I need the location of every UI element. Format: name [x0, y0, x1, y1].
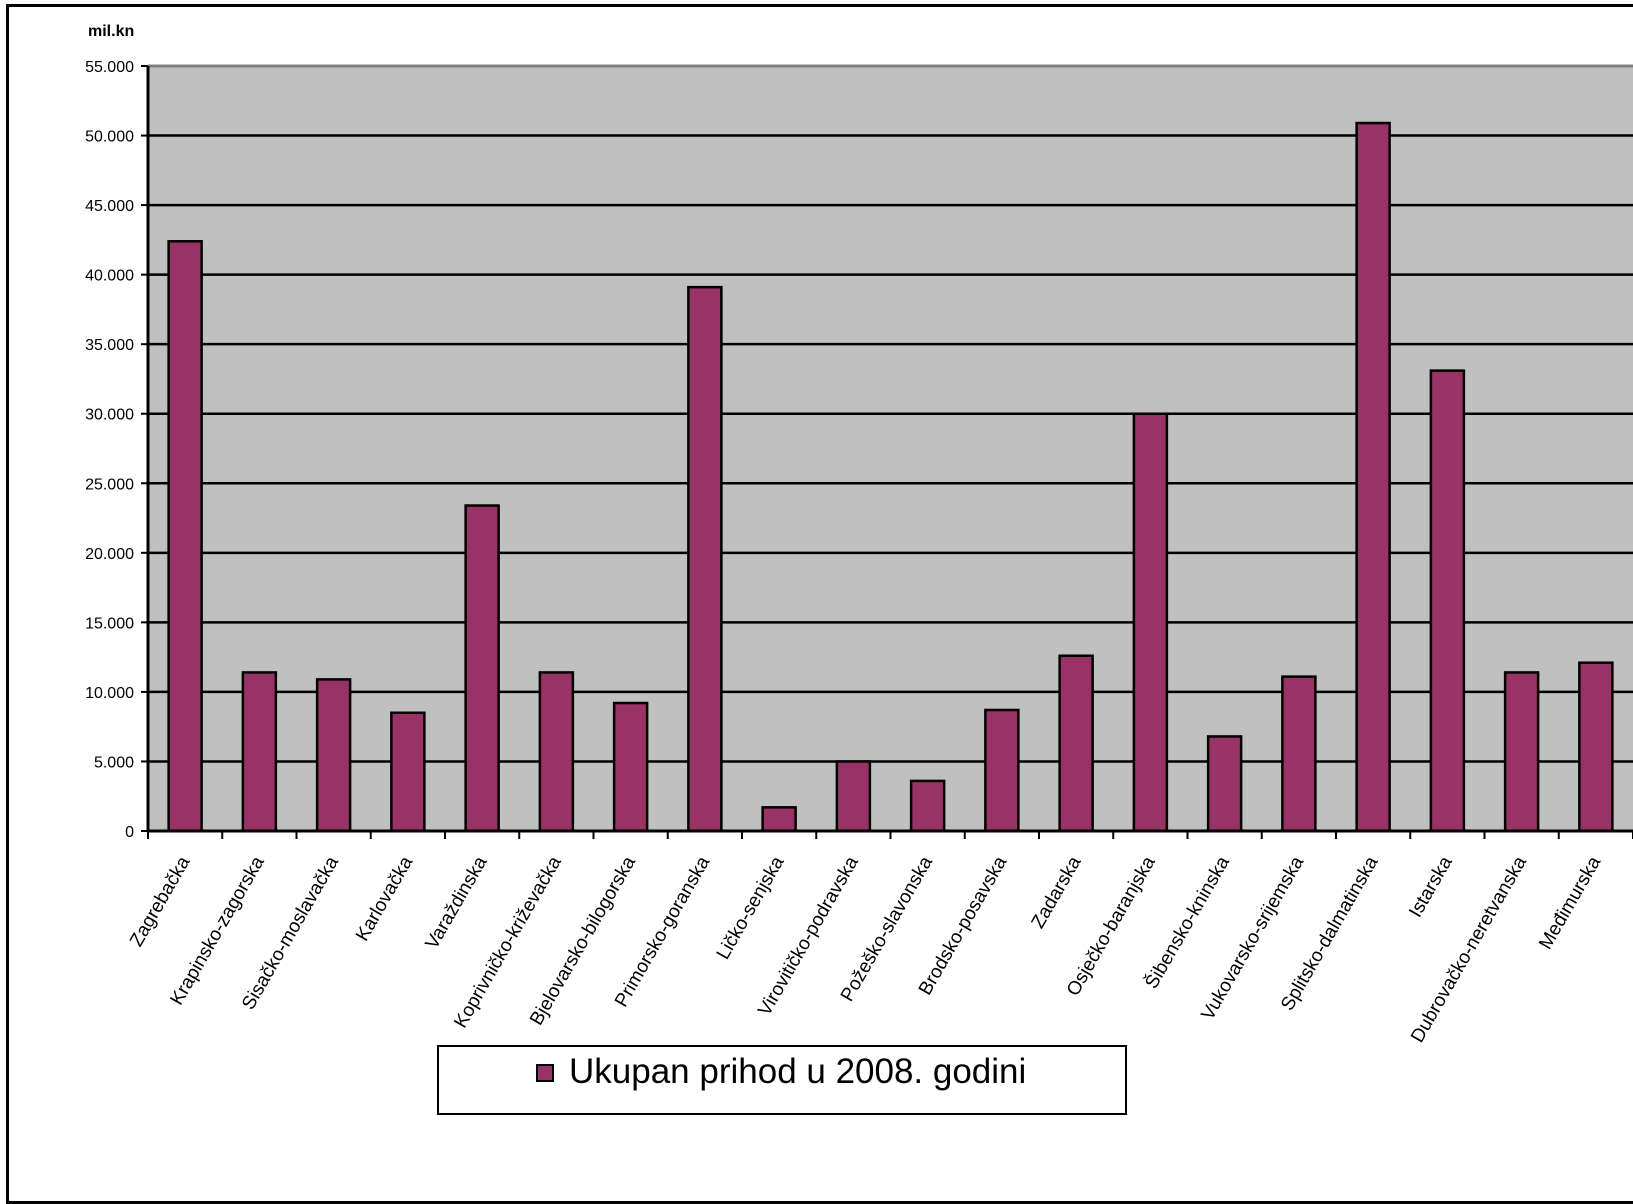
x-tick-label: Šibensko-kninska — [1140, 852, 1234, 992]
bar — [835, 760, 872, 833]
x-tick-label: Zadarska — [1028, 853, 1086, 932]
bar — [1132, 412, 1169, 833]
y-tick-label: 25.000 — [85, 476, 134, 493]
y-unit-label: mil.kn — [88, 23, 134, 40]
y-tick-label: 0 — [125, 824, 134, 841]
bar — [315, 678, 352, 833]
bar — [241, 671, 278, 833]
x-tick-label: Ličko-senjska — [713, 853, 789, 964]
plot-area — [148, 66, 1633, 831]
y-tick-label: 10.000 — [85, 685, 134, 702]
bar — [612, 701, 649, 833]
bar — [984, 708, 1020, 833]
bar — [1503, 671, 1540, 833]
x-tick-label: Zagrebačka — [126, 853, 195, 951]
y-tick-label: 35.000 — [85, 337, 134, 354]
y-tick-label: 30.000 — [85, 407, 134, 424]
bar — [1578, 661, 1614, 833]
bar — [1058, 654, 1094, 833]
legend: Ukupan prihod u 2008. godini — [437, 1045, 1127, 1115]
bar — [1355, 121, 1391, 833]
x-tick-label: Međimurska — [1535, 853, 1605, 953]
chart-canvas: mil.kn 0 5.000 10.000 15.000 20.000 25.000 30.… — [85, 23, 1633, 1046]
bar — [390, 711, 426, 833]
bar — [687, 285, 723, 833]
y-tick-label: 5.000 — [94, 754, 134, 771]
bar — [1429, 369, 1466, 833]
y-tick-label: 45.000 — [85, 198, 134, 215]
x-tick-label: Karlovačka — [352, 853, 417, 945]
bar — [167, 240, 203, 833]
legend-label: Ukupan prihod u 2008. godini — [569, 1052, 1027, 1091]
bar — [761, 806, 797, 833]
bar — [1206, 735, 1243, 833]
bar — [464, 504, 500, 833]
x-tick-label: Istarska — [1405, 853, 1457, 921]
bar — [909, 779, 946, 833]
bar — [1281, 675, 1317, 833]
y-tick-label: 20.000 — [85, 546, 134, 563]
x-tick-label: Varaždinska — [422, 853, 492, 953]
y-tick-label: 40.000 — [85, 268, 134, 285]
bar — [538, 671, 575, 833]
y-tick-label: 50.000 — [85, 129, 134, 146]
legend-swatch — [536, 1064, 554, 1082]
y-tick-label: 55.000 — [85, 59, 134, 76]
y-tick-label: 15.000 — [85, 615, 134, 632]
